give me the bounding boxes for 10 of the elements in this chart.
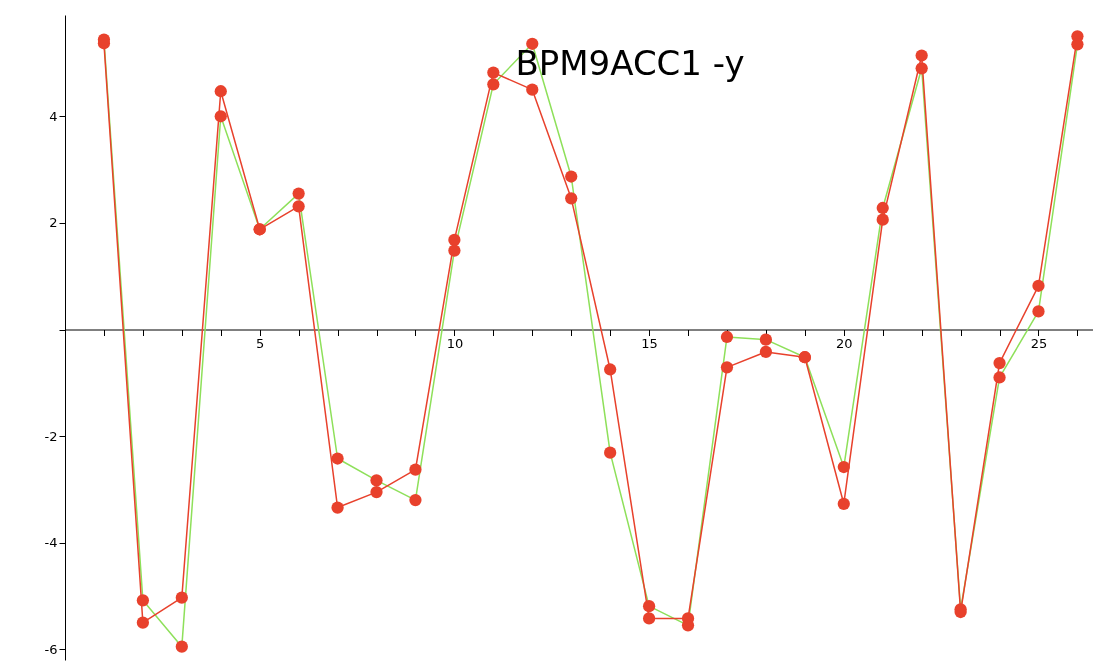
x-tick-label: 15 <box>641 336 658 351</box>
y-tick-label: -6 <box>44 641 58 657</box>
x-tick-label: 5 <box>256 336 265 351</box>
y-tick-label: -4 <box>44 535 58 551</box>
y-tick-label: 4 <box>49 108 58 124</box>
x-tick-label: 20 <box>836 336 853 351</box>
x-tick-label: 10 <box>446 336 464 351</box>
x-tick-label: 25 <box>1030 336 1048 351</box>
y-tick-label: -2 <box>44 428 58 444</box>
y-tick-label: 2 <box>49 215 58 231</box>
